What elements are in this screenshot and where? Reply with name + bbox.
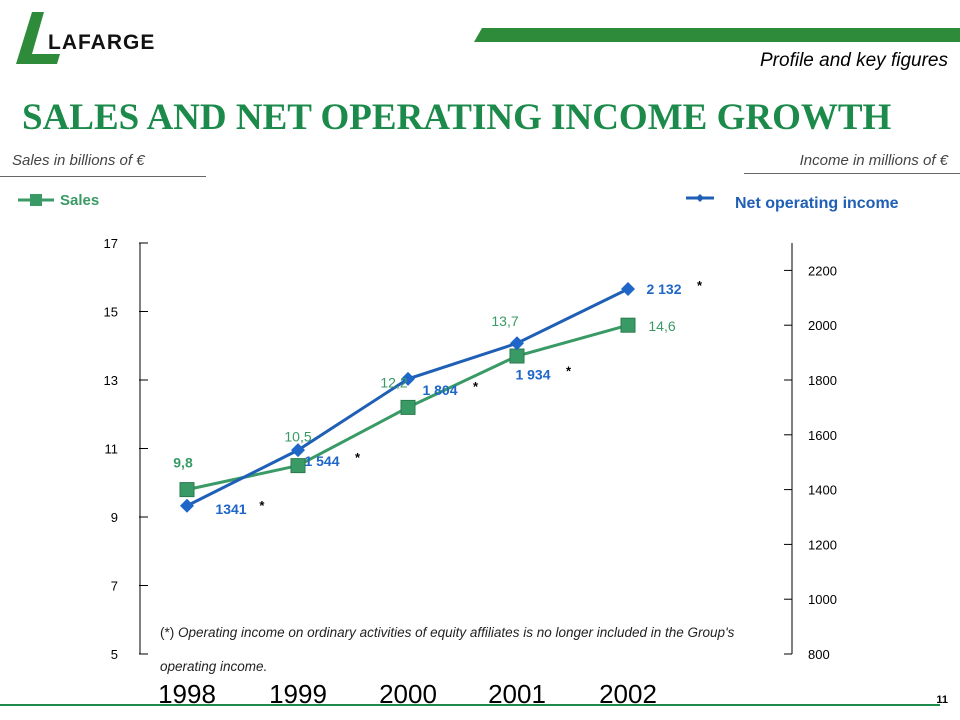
income-legend-label: Net operating income — [735, 195, 899, 212]
right-tick-label: 2000 — [808, 318, 837, 333]
sales-point — [620, 317, 636, 333]
income-point — [401, 371, 415, 386]
left-tick-label: 11 — [105, 442, 119, 457]
right-unit-rule — [744, 173, 960, 174]
right-tick-label: 1800 — [808, 373, 837, 388]
income-data-label: 1 934 — [515, 366, 550, 382]
left-tick-label: 13 — [104, 373, 118, 388]
income-label-asterisk: * — [473, 379, 479, 394]
footer-rule — [0, 704, 940, 706]
sales-point — [290, 458, 306, 474]
sales-data-label: 9,8 — [173, 455, 193, 471]
sales-point — [509, 348, 525, 364]
footnote-marker: (*) — [160, 625, 175, 640]
income-label-asterisk: * — [259, 498, 265, 513]
footnote-text: Operating income on ordinary activities … — [160, 625, 735, 674]
sales-data-label: 13,7 — [491, 313, 518, 329]
income-data-label: 2 132 — [646, 281, 681, 297]
income-label-asterisk: * — [566, 363, 572, 378]
sales-point — [400, 399, 416, 415]
sales-data-label: 14,6 — [648, 318, 675, 334]
page-number: 11 — [936, 694, 948, 706]
income-data-label: 1 804 — [422, 382, 457, 398]
income-legend-marker — [696, 194, 704, 202]
income-point — [291, 443, 305, 458]
right-tick-label: 1400 — [808, 483, 837, 498]
left-tick-label: 15 — [104, 305, 118, 320]
right-tick-label: 1600 — [808, 428, 837, 443]
income-point — [180, 498, 194, 513]
income-line — [186, 287, 629, 508]
header-accent-bar — [474, 28, 960, 42]
right-axis-unit: Income in millions of € — [799, 152, 948, 169]
income-point — [510, 336, 524, 351]
sales-data-label: 10,5 — [284, 429, 311, 445]
svg-text:LAFARGE: LAFARGE — [48, 31, 155, 54]
page-title: SALES AND NET OPERATING INCOME GROWTH — [22, 97, 892, 138]
income-label-asterisk: * — [355, 450, 361, 465]
left-axis-unit: Sales in billions of € — [12, 152, 145, 169]
income-data-label: 1341 — [215, 501, 246, 517]
left-tick-label: 17 — [104, 236, 118, 251]
right-tick-label: 800 — [808, 647, 830, 662]
left-unit-rule — [0, 176, 206, 177]
section-label: Profile and key figures — [760, 50, 948, 71]
left-tick-label: 7 — [111, 579, 118, 594]
income-point — [621, 282, 635, 297]
income-label-asterisk: * — [697, 278, 703, 293]
lafarge-logo: LAFARGE — [16, 12, 155, 64]
sales-data-label: 12,2 — [380, 374, 407, 390]
sales-legend-marker — [30, 194, 42, 206]
income-data-label: 1 544 — [304, 453, 339, 469]
right-tick-label: 1000 — [808, 592, 837, 607]
sales-legend-label: Sales — [60, 192, 99, 209]
left-tick-label: 9 — [111, 510, 118, 525]
left-tick-label: 5 — [111, 647, 118, 662]
sales-point — [179, 482, 195, 498]
right-tick-label: 2200 — [808, 263, 837, 278]
footnote: (*) Operating income on ordinary activit… — [160, 616, 770, 684]
right-tick-label: 1200 — [808, 537, 837, 552]
